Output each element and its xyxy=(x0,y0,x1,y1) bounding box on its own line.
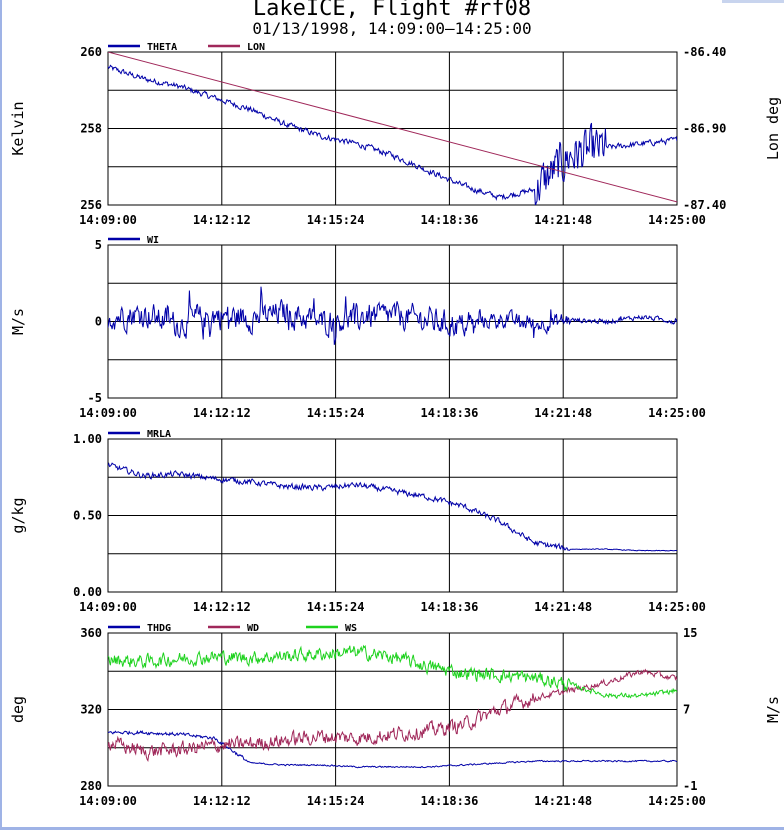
x-tick-label: 14:18:36 xyxy=(421,600,479,614)
y-tick-label: -5 xyxy=(88,391,102,405)
x-tick-label: 14:18:36 xyxy=(421,794,479,808)
series-line-lon xyxy=(108,52,677,203)
x-tick-label: 14:12:12 xyxy=(193,600,251,614)
y2-tick-label: -86.90 xyxy=(683,122,726,136)
x-tick-label: 14:25:00 xyxy=(648,600,706,614)
series-line-theta xyxy=(108,64,677,205)
series-line-ws xyxy=(108,644,677,700)
window-bottom-edge xyxy=(0,827,784,830)
x-tick-label: 14:09:00 xyxy=(79,213,137,227)
series-line-wi xyxy=(108,286,677,345)
x-tick-label: 14:09:00 xyxy=(79,794,137,808)
y2-axis-label: Lon deg xyxy=(764,97,782,160)
x-tick-label: 14:18:36 xyxy=(421,406,479,420)
legend-label-wi: WI xyxy=(147,235,159,246)
legend-label-mrla: MRLA xyxy=(147,429,171,440)
chart-subtitle: 01/13/1998, 14:09:00–14:25:00 xyxy=(252,19,532,38)
legend-label-ws: WS xyxy=(345,623,357,634)
y-axis-label: deg xyxy=(9,696,27,723)
window-corner-decoration xyxy=(722,0,784,3)
x-tick-label: 14:25:00 xyxy=(648,406,706,420)
y-tick-label: 280 xyxy=(80,779,102,793)
y2-tick-label: 7 xyxy=(683,703,690,717)
x-tick-label: 14:15:24 xyxy=(307,213,365,227)
x-tick-label: 14:21:48 xyxy=(534,794,592,808)
y-tick-label: 0.50 xyxy=(73,509,102,523)
y-axis-label: Kelvin xyxy=(9,101,27,155)
x-tick-label: 14:09:00 xyxy=(79,406,137,420)
legend-label-thdg: THDG xyxy=(147,623,171,634)
series-line-thdg xyxy=(108,729,677,769)
y2-axis-label: M/s xyxy=(764,696,782,723)
x-tick-label: 14:09:00 xyxy=(79,600,137,614)
y2-tick-label: -1 xyxy=(683,779,697,793)
x-tick-label: 14:21:48 xyxy=(534,600,592,614)
x-tick-label: 14:25:00 xyxy=(648,794,706,808)
y-tick-label: 0 xyxy=(95,315,102,329)
x-tick-label: 14:12:12 xyxy=(193,794,251,808)
y2-tick-label: -86.40 xyxy=(683,45,726,59)
x-tick-label: 14:15:24 xyxy=(307,600,365,614)
y-axis-label: g/kg xyxy=(9,497,27,533)
y2-tick-label: -87.40 xyxy=(683,198,726,212)
y-tick-label: 256 xyxy=(80,198,102,212)
y-tick-label: 320 xyxy=(80,703,102,717)
x-tick-label: 14:12:12 xyxy=(193,406,251,420)
x-tick-label: 14:15:24 xyxy=(307,794,365,808)
legend-label-wd: WD xyxy=(247,623,259,634)
legend-label-theta: THETA xyxy=(147,42,177,53)
y-tick-label: 258 xyxy=(80,122,102,136)
y2-tick-label: 15 xyxy=(683,626,697,640)
series-line-mrla xyxy=(108,462,677,552)
x-tick-label: 14:15:24 xyxy=(307,406,365,420)
y-tick-label: 260 xyxy=(80,45,102,59)
chart-title: LakeICE, Flight #rf08 xyxy=(252,0,532,21)
y-tick-label: 0.00 xyxy=(73,585,102,599)
y-axis-label: M/s xyxy=(9,308,27,335)
x-tick-label: 14:25:00 xyxy=(648,213,706,227)
x-tick-label: 14:21:48 xyxy=(534,406,592,420)
y-tick-label: 5 xyxy=(95,238,102,252)
x-tick-label: 14:12:12 xyxy=(193,213,251,227)
x-tick-label: 14:21:48 xyxy=(534,213,592,227)
window-left-edge xyxy=(0,0,2,830)
legend-label-lon: LON xyxy=(247,42,265,53)
y-tick-label: 360 xyxy=(80,626,102,640)
y-tick-label: 1.00 xyxy=(73,432,102,446)
x-tick-label: 14:18:36 xyxy=(421,213,479,227)
